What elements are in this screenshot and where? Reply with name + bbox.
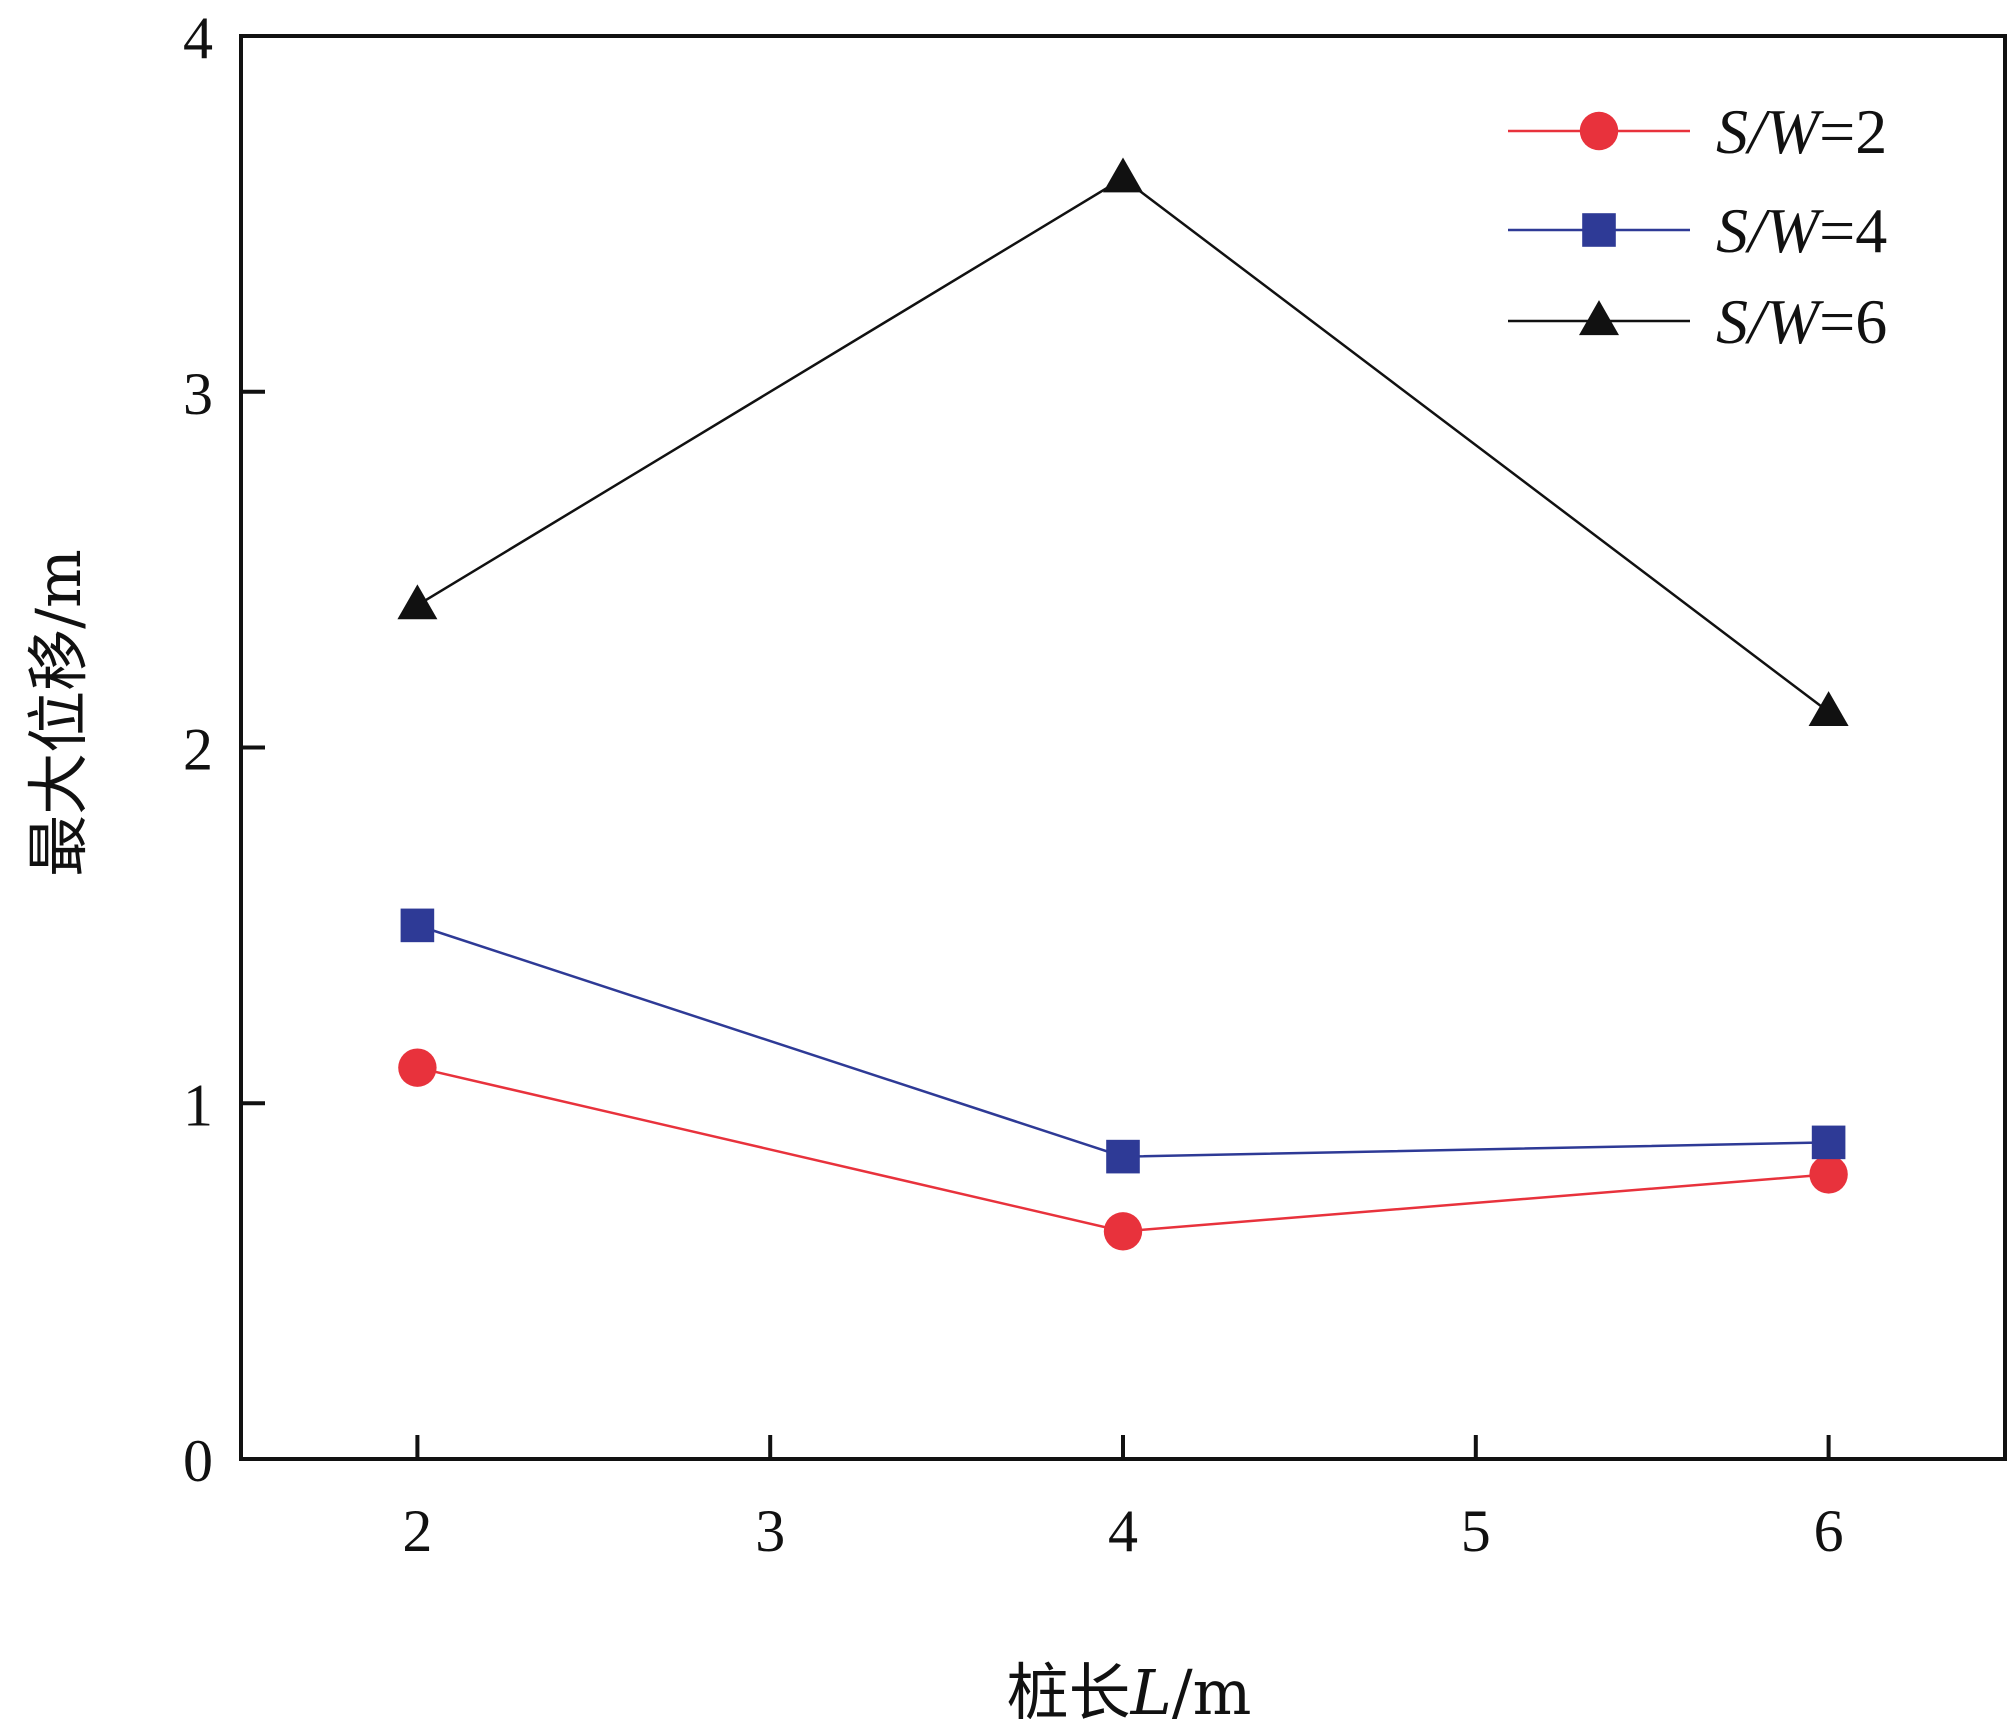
- data-point: [398, 1048, 437, 1087]
- legend-item-2: S/W=4: [1508, 195, 1887, 266]
- series-line: [416, 176, 1830, 713]
- data-point: [397, 584, 438, 620]
- data-point: [1103, 157, 1143, 193]
- legend-marker: [1579, 300, 1619, 336]
- data-point: [400, 908, 435, 943]
- y-tick-label: 1: [183, 1072, 213, 1138]
- y-tick-label: 2: [183, 717, 213, 783]
- legend-label: S/W=2: [1716, 96, 1887, 167]
- data-point: [1106, 1139, 1140, 1174]
- series-line: [417, 924, 1829, 1158]
- legend-marker: [1582, 213, 1616, 247]
- y-tick-label: 4: [183, 5, 213, 71]
- legend-item-3: S/W=6: [1508, 286, 1887, 357]
- legend-label: S/W=6: [1716, 286, 1887, 357]
- x-axis-label: 桩长L/m: [1007, 1656, 1252, 1719]
- series-3: [397, 157, 1849, 727]
- legend-label: S/W=4: [1716, 195, 1887, 266]
- series-2: [400, 908, 1846, 1174]
- legend-item-1: S/W=2: [1508, 96, 1887, 167]
- data-point: [1103, 1212, 1143, 1251]
- legend-marker: [1579, 111, 1619, 151]
- y-axis-label: 最大位移/m: [22, 549, 95, 877]
- x-tick-label: 3: [755, 1498, 785, 1564]
- data-point: [1809, 1155, 1848, 1194]
- axis-ticks: 2 3 4 5 6 0 1 2 3 4: [183, 5, 1844, 1564]
- x-tick-label: 5: [1461, 1498, 1491, 1564]
- x-tick-label: 4: [1108, 1498, 1138, 1564]
- y-tick-label: 3: [183, 361, 213, 427]
- data-point: [1811, 1125, 1846, 1160]
- x-tick-label: 6: [1814, 1498, 1844, 1564]
- series-layer: [397, 157, 1849, 1251]
- legend: S/W=2 S/W=4 S/W=6: [1508, 96, 1887, 357]
- series-1: [398, 1048, 1848, 1251]
- data-point: [1808, 691, 1849, 727]
- y-tick-label: 0: [183, 1428, 213, 1494]
- x-tick-label: 2: [402, 1498, 432, 1564]
